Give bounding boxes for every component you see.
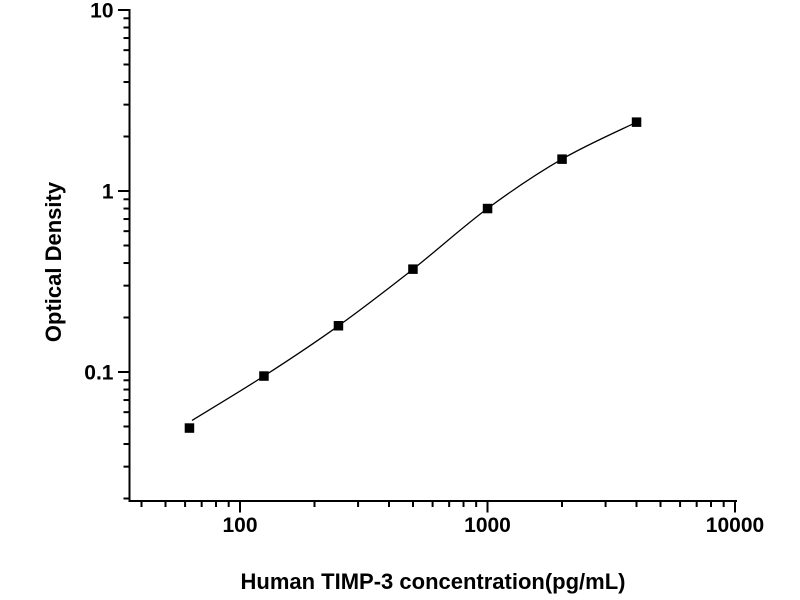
x-tick-label: 1000 [464,514,511,537]
data-point-marker [631,117,642,127]
x-tick-label: 100 [222,514,257,537]
data-point-marker [184,423,195,433]
data-point-marker [259,371,269,381]
data-point-marker [333,321,344,331]
data-point-marker [482,203,493,214]
y-tick-label: 0.1 [84,362,114,385]
data-point-marker [557,154,567,164]
data-point-marker [408,264,418,274]
y-tick-label: 10 [90,0,113,23]
y-axis-title: Optical Density [41,181,66,343]
x-tick-label: 10000 [706,514,764,537]
x-axis-title: Human TIMP-3 concentration(pg/mL) [240,569,626,594]
y-tick-label: 1 [102,181,114,204]
